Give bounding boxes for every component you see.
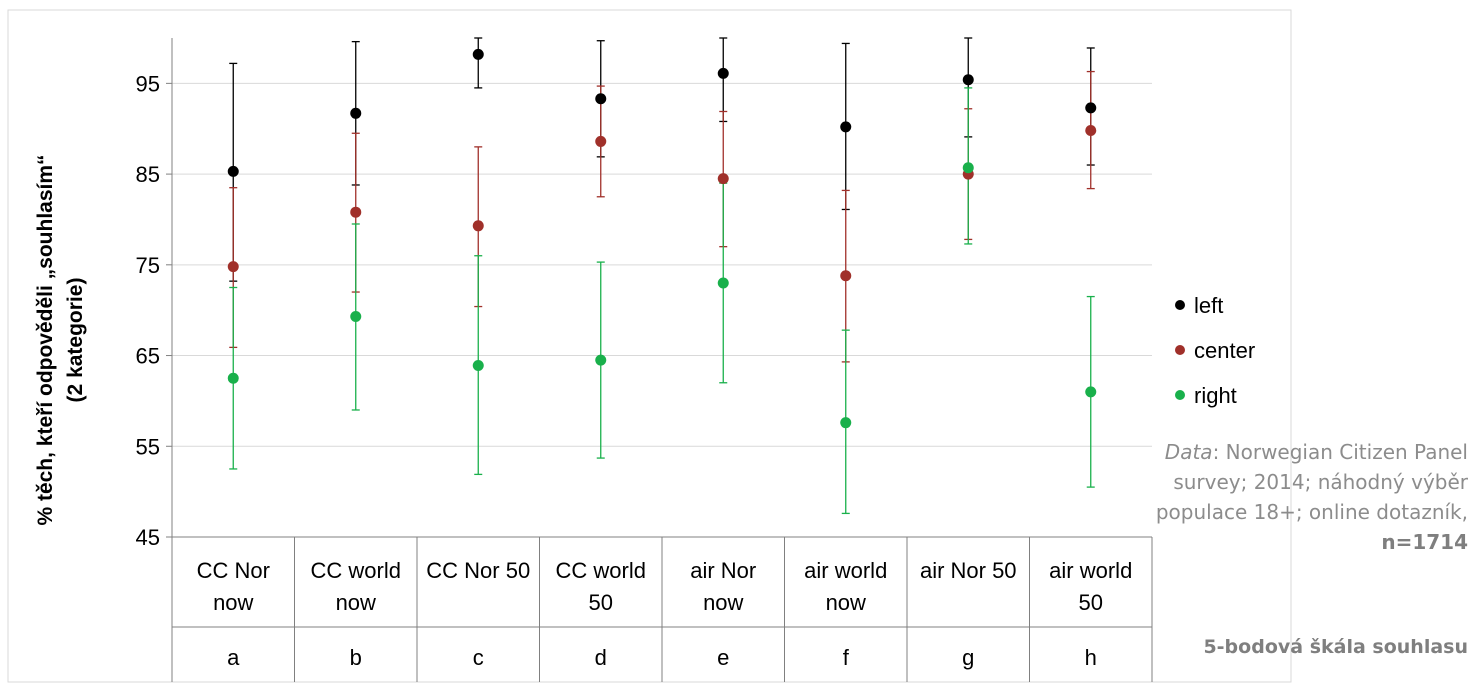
data-point-right: [717, 277, 729, 289]
category-letter: e: [717, 645, 729, 670]
category-label: CC Nor 50: [426, 558, 530, 583]
y-tick-label: 95: [136, 71, 160, 96]
data-point-center: [350, 206, 362, 218]
gridlines: [172, 82, 1152, 447]
category-label-line2: now: [826, 590, 866, 615]
data-point-right: [227, 372, 239, 384]
category-label: air Nor 50: [920, 558, 1017, 583]
category-letter: f: [843, 645, 850, 670]
x-axis: CC Nor now a CC world now b CC Nor 50 c CC world…: [171, 536, 1153, 682]
category-label: CC world: [311, 558, 401, 583]
data-point-center: [227, 261, 239, 273]
category-label-line2: now: [336, 590, 376, 615]
data-point-center: [1085, 125, 1097, 137]
category-letter: c: [473, 645, 484, 670]
y-tick-label: 85: [136, 162, 160, 187]
y-tick-label: 55: [136, 434, 160, 459]
data-point-left: [962, 74, 974, 86]
data-point-right: [840, 417, 852, 429]
data-point-right: [472, 360, 484, 372]
scale-note: 5-bodová škála souhlasu: [1203, 636, 1468, 658]
sample-size: n=1714: [1381, 530, 1468, 554]
legend-marker-center: [1175, 345, 1185, 355]
data-point-left: [717, 67, 729, 79]
source-text: : Norwegian Citizen Panel survey; 2014; …: [1155, 440, 1468, 524]
legend-label-left: left: [1194, 293, 1223, 318]
data-point-right: [962, 162, 974, 174]
category-label-line2: 50: [589, 590, 613, 615]
data-point-left: [1085, 102, 1097, 114]
data-point-left: [350, 107, 362, 119]
data-point-right: [595, 354, 607, 366]
legend-marker-right: [1175, 390, 1185, 400]
category-label-line2: now: [703, 590, 743, 615]
data-point-center: [472, 220, 484, 232]
data-point-left: [472, 48, 484, 60]
category-letter: h: [1085, 645, 1097, 670]
y-tick-label: 75: [136, 253, 160, 278]
category-label: air Nor: [690, 558, 756, 583]
y-tick-label: 45: [136, 525, 160, 550]
data-point-center: [595, 135, 607, 147]
chart-border: [7, 9, 1292, 683]
category-letter: g: [962, 645, 974, 670]
data-point-left: [840, 121, 852, 133]
category-label-line2: now: [213, 590, 253, 615]
data-point-left: [595, 93, 607, 105]
category-label: CC world: [556, 558, 646, 583]
legend-label-right: right: [1194, 383, 1237, 408]
category-letter: b: [350, 645, 362, 670]
data-point-center: [717, 173, 729, 185]
category-letter: a: [227, 645, 240, 670]
data-point-left: [227, 165, 239, 177]
data-point-center: [840, 270, 852, 282]
y-axis-title: % těch, kteří odpověděli „souhlasím“: [34, 154, 57, 525]
category-label-line2: 50: [1079, 590, 1103, 615]
category-label: air world: [804, 558, 887, 583]
legend: left center right: [1175, 293, 1255, 408]
series-layer: [227, 37, 1097, 515]
legend-label-center: center: [1194, 338, 1255, 363]
data-point-right: [350, 311, 362, 323]
source-label: Data: [1164, 440, 1213, 464]
y-axis-title-line2: (2 kategorie): [64, 278, 87, 403]
y-axis: 45 55 65 75 85 95: [136, 38, 173, 682]
category-letter: d: [595, 645, 607, 670]
data-point-right: [1085, 386, 1097, 398]
category-label: air world: [1049, 558, 1132, 583]
y-tick-label: 65: [136, 344, 160, 369]
legend-marker-left: [1175, 300, 1185, 310]
category-label: CC Nor: [197, 558, 270, 583]
source-note: Data: Norwegian Citizen Panel survey; 20…: [1148, 437, 1468, 557]
